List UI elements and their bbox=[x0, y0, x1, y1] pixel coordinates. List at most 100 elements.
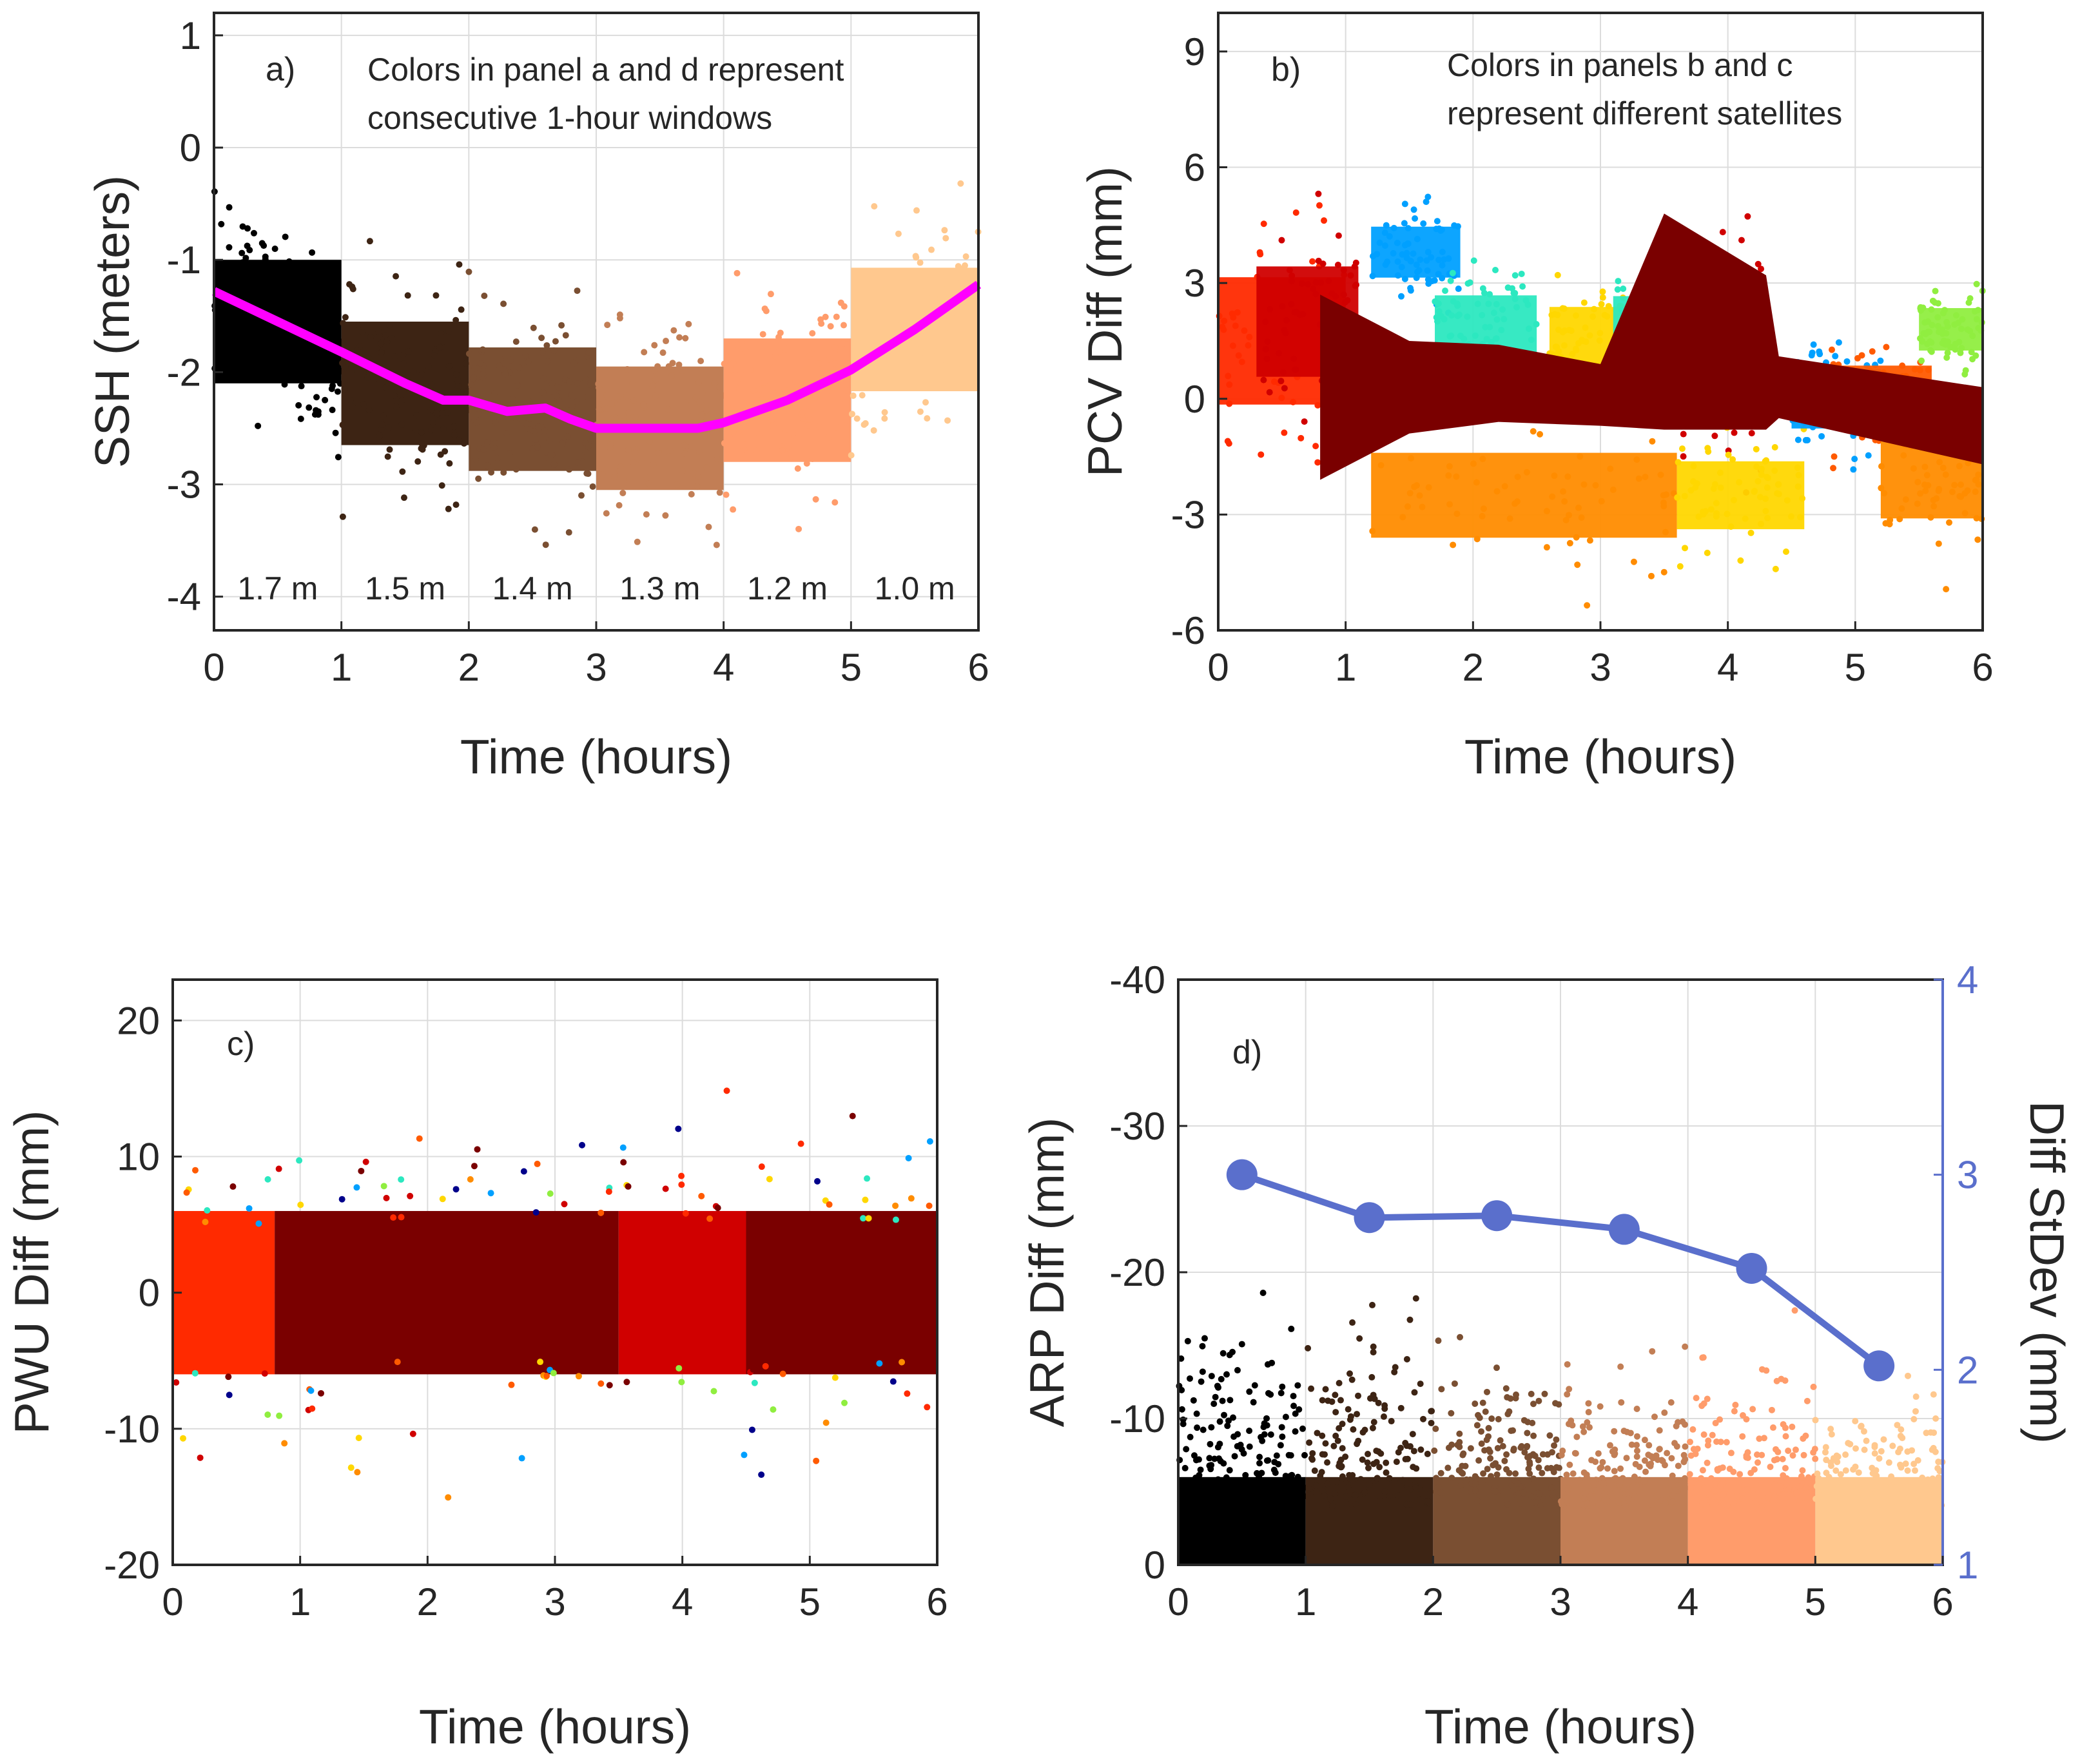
arp-point bbox=[1361, 1426, 1368, 1433]
y-tick-label: -20 bbox=[1109, 1251, 1165, 1294]
arp-point bbox=[1559, 1448, 1566, 1455]
arp-point bbox=[1888, 1473, 1895, 1480]
pwu-point bbox=[452, 1186, 460, 1193]
arp-point bbox=[1473, 1422, 1481, 1429]
arp-point bbox=[1916, 1493, 1923, 1500]
ssh-point bbox=[816, 423, 823, 430]
ssh-point bbox=[840, 381, 847, 388]
arp-point bbox=[1472, 1473, 1479, 1480]
x-tick-label: 5 bbox=[1845, 646, 1866, 689]
arp-point bbox=[1640, 1478, 1647, 1485]
pcv-point bbox=[1442, 287, 1449, 295]
ssh-point bbox=[294, 376, 301, 383]
ssh-point bbox=[440, 425, 447, 432]
ssh-point bbox=[541, 454, 548, 461]
pwu-point bbox=[547, 1190, 554, 1197]
pcv-point bbox=[1413, 275, 1420, 282]
pwu-point bbox=[180, 1435, 187, 1442]
arp-point bbox=[1882, 1484, 1889, 1491]
ssh-point bbox=[585, 442, 592, 449]
satellite-band bbox=[275, 1210, 619, 1375]
arp-point bbox=[1211, 1455, 1218, 1462]
arp-point bbox=[1720, 1480, 1727, 1487]
ssh-point bbox=[443, 409, 451, 416]
right-y-tick-label: 3 bbox=[1957, 1154, 1978, 1197]
pcv-point bbox=[1450, 541, 1457, 548]
ssh-point bbox=[364, 374, 371, 381]
ssh-point bbox=[775, 334, 782, 341]
ssh-point bbox=[501, 371, 509, 378]
ssh-point bbox=[382, 383, 389, 391]
pcv-point bbox=[1799, 495, 1806, 502]
ssh-point bbox=[375, 375, 382, 382]
pwu-point bbox=[905, 1154, 912, 1161]
ssh-point bbox=[695, 379, 703, 386]
arp-point bbox=[1483, 1388, 1490, 1395]
ssh-point bbox=[558, 322, 565, 329]
arp-point bbox=[1810, 1449, 1817, 1456]
pcv-point bbox=[1423, 199, 1430, 206]
arp-point bbox=[1546, 1432, 1553, 1439]
mean-ssh-line bbox=[211, 280, 982, 433]
arp-point bbox=[1739, 1412, 1746, 1419]
ssh-point bbox=[384, 453, 391, 460]
arp-point bbox=[1217, 1499, 1224, 1506]
ssh-point bbox=[638, 460, 645, 467]
arp-point bbox=[1698, 1475, 1705, 1482]
arp-point bbox=[1324, 1480, 1331, 1488]
pcv-point bbox=[1446, 333, 1453, 340]
arp-point bbox=[1277, 1442, 1284, 1449]
arp-point bbox=[1898, 1426, 1905, 1433]
arp-point bbox=[1860, 1428, 1867, 1435]
pcv-point bbox=[1292, 209, 1299, 216]
arp-point bbox=[1242, 1471, 1249, 1478]
pcv-point bbox=[1580, 481, 1588, 488]
ssh-point bbox=[881, 409, 888, 416]
ssh-point bbox=[429, 419, 436, 426]
arp-point bbox=[1576, 1477, 1583, 1484]
pwu-point bbox=[876, 1360, 883, 1367]
x-tick-label: 5 bbox=[799, 1580, 821, 1623]
pcv-point bbox=[1424, 249, 1432, 256]
pcv-point bbox=[1334, 262, 1341, 269]
arp-point bbox=[1682, 1484, 1689, 1491]
x-tick-label: 4 bbox=[713, 646, 734, 689]
pcv-point bbox=[1832, 353, 1839, 360]
pcv-point bbox=[1830, 465, 1837, 472]
ssh-point bbox=[290, 318, 297, 325]
pcv-point bbox=[1317, 279, 1325, 286]
arp-point bbox=[1288, 1325, 1295, 1332]
ssh-point bbox=[292, 362, 299, 369]
pcv-point bbox=[1928, 306, 1935, 313]
ssh-point bbox=[400, 360, 407, 367]
ssh-point bbox=[413, 412, 420, 419]
arp-point bbox=[1190, 1397, 1197, 1404]
pcv-point bbox=[1596, 337, 1603, 344]
pcv-point bbox=[1956, 463, 1963, 470]
ssh-point bbox=[616, 501, 623, 509]
pcv-point bbox=[1972, 489, 1979, 496]
arp-point bbox=[1462, 1462, 1469, 1469]
pcv-point bbox=[1258, 451, 1265, 458]
ssh-point bbox=[625, 446, 632, 453]
pcv-point bbox=[1663, 491, 1670, 498]
pcv-point bbox=[1921, 481, 1928, 489]
arp-point bbox=[1601, 1490, 1608, 1497]
pcv-point bbox=[1854, 354, 1861, 362]
arp-point bbox=[1690, 1446, 1697, 1453]
arp-point bbox=[1796, 1483, 1803, 1490]
pwu-point bbox=[748, 1426, 755, 1433]
pcv-point bbox=[1340, 291, 1347, 298]
pcv-point bbox=[1499, 306, 1506, 313]
arp-point bbox=[1334, 1437, 1341, 1444]
ssh-point bbox=[309, 275, 316, 282]
pcv-point bbox=[1543, 508, 1550, 515]
ssh-point bbox=[665, 363, 672, 370]
arp-point bbox=[1579, 1423, 1586, 1430]
arp-point bbox=[1380, 1413, 1387, 1420]
pwu-point bbox=[926, 1138, 933, 1145]
ssh-point bbox=[823, 387, 830, 394]
arp-point bbox=[1564, 1361, 1571, 1368]
ssh-point bbox=[770, 423, 777, 430]
ssh-point bbox=[767, 291, 774, 298]
